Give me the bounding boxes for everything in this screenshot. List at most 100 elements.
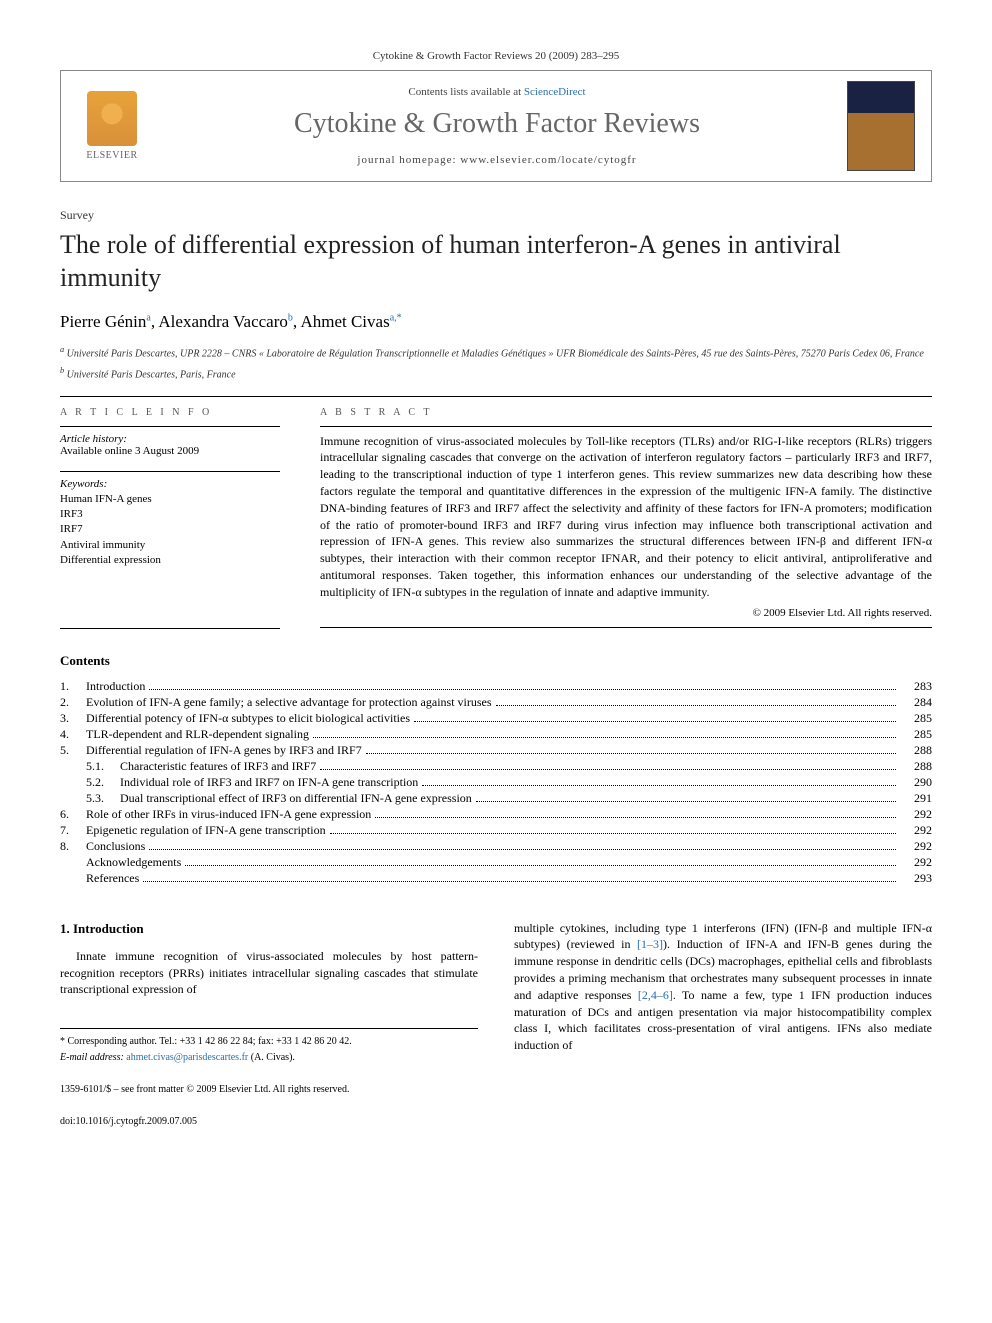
toc-number: 2. bbox=[60, 695, 86, 710]
toc-row[interactable]: 3.Differential potency of IFN-α subtypes… bbox=[60, 711, 932, 726]
keyword-5: Differential expression bbox=[60, 553, 280, 568]
toc-number: 5.3. bbox=[86, 791, 120, 806]
toc-title: Epigenetic regulation of IFN-A gene tran… bbox=[86, 823, 326, 838]
keyword-1: Human IFN-A genes bbox=[60, 492, 280, 507]
toc-page: 285 bbox=[900, 711, 932, 726]
toc-title: Differential potency of IFN-α subtypes t… bbox=[86, 711, 410, 726]
affiliation-b: b Université Paris Descartes, Paris, Fra… bbox=[60, 365, 932, 382]
ref-link-2[interactable]: [2,4–6] bbox=[638, 988, 673, 1002]
toc-page: 288 bbox=[900, 759, 932, 774]
toc-leader-dots bbox=[414, 721, 896, 722]
toc-title: Individual role of IRF3 and IRF7 on IFN-… bbox=[120, 775, 418, 790]
toc-title: Conclusions bbox=[86, 839, 145, 854]
toc-number: 6. bbox=[60, 807, 86, 822]
toc-leader-dots bbox=[143, 881, 896, 882]
toc-page: 292 bbox=[900, 855, 932, 870]
sciencedirect-link[interactable]: ScienceDirect bbox=[524, 86, 586, 98]
toc-number: 3. bbox=[60, 711, 86, 726]
toc-row[interactable]: 2.Evolution of IFN-A gene family; a sele… bbox=[60, 695, 932, 710]
toc-leader-dots bbox=[313, 737, 896, 738]
toc-leader-dots bbox=[366, 753, 896, 754]
journal-title: Cytokine & Growth Factor Reviews bbox=[163, 108, 831, 140]
intro-para-right: multiple cytokines, including type 1 int… bbox=[514, 920, 932, 1054]
toc-page: 288 bbox=[900, 743, 932, 758]
article-info-label: A R T I C L E I N F O bbox=[60, 407, 280, 418]
keywords-label: Keywords: bbox=[60, 478, 280, 490]
toc-row[interactable]: 5.2.Individual role of IRF3 and IRF7 on … bbox=[60, 775, 932, 790]
toc-title: Role of other IRFs in virus-induced IFN-… bbox=[86, 807, 371, 822]
publisher-logo: ELSEVIER bbox=[77, 86, 147, 166]
toc-row[interactable]: Acknowledgements 292 bbox=[60, 855, 932, 870]
toc-row[interactable]: 4.TLR-dependent and RLR-dependent signal… bbox=[60, 727, 932, 742]
author-1: Pierre Génina bbox=[60, 312, 151, 331]
toc-number: 5.1. bbox=[86, 759, 120, 774]
table-of-contents: 1.Introduction2832.Evolution of IFN-A ge… bbox=[60, 679, 932, 886]
toc-leader-dots bbox=[375, 817, 896, 818]
toc-leader-dots bbox=[149, 689, 896, 690]
toc-page: 292 bbox=[900, 823, 932, 838]
toc-row[interactable]: 6.Role of other IRFs in virus-induced IF… bbox=[60, 807, 932, 822]
toc-row[interactable]: 5.Differential regulation of IFN-A genes… bbox=[60, 743, 932, 758]
toc-leader-dots bbox=[149, 849, 896, 850]
toc-row[interactable]: 1.Introduction 283 bbox=[60, 679, 932, 694]
ref-link-1[interactable]: [1–3] bbox=[637, 937, 663, 951]
toc-row[interactable]: References293 bbox=[60, 871, 932, 886]
body-column-left: 1. Introduction Innate immune recognitio… bbox=[60, 920, 478, 1130]
publisher-name: ELSEVIER bbox=[86, 150, 137, 161]
contents-available: Contents lists available at ScienceDirec… bbox=[163, 86, 831, 98]
journal-homepage[interactable]: journal homepage: www.elsevier.com/locat… bbox=[163, 154, 831, 166]
history-value: Available online 3 August 2009 bbox=[60, 445, 280, 457]
toc-leader-dots bbox=[496, 705, 896, 706]
toc-title: Dual transcriptional effect of IRF3 on d… bbox=[120, 791, 472, 806]
elsevier-tree-icon bbox=[87, 91, 137, 146]
corresponding-author: * Corresponding author. Tel.: +33 1 42 8… bbox=[60, 1035, 478, 1049]
header-citation: Cytokine & Growth Factor Reviews 20 (200… bbox=[60, 50, 932, 62]
toc-leader-dots bbox=[320, 769, 896, 770]
history-label: Article history: bbox=[60, 433, 280, 445]
issn-line: 1359-6101/$ – see front matter © 2009 El… bbox=[60, 1083, 478, 1097]
email-label: E-mail address: bbox=[60, 1052, 126, 1063]
article-title: The role of differential expression of h… bbox=[60, 229, 932, 294]
intro-heading: 1. Introduction bbox=[60, 920, 478, 938]
toc-page: 291 bbox=[900, 791, 932, 806]
toc-number: 5. bbox=[60, 743, 86, 758]
keyword-2: IRF3 bbox=[60, 507, 280, 522]
toc-number: 5.2. bbox=[86, 775, 120, 790]
toc-title: Differential regulation of IFN-A genes b… bbox=[86, 743, 362, 758]
author-3: Ahmet Civasa,* bbox=[300, 312, 401, 331]
toc-number: 1. bbox=[60, 679, 86, 694]
toc-title: Acknowledgements bbox=[86, 855, 181, 870]
toc-title: Introduction bbox=[86, 679, 145, 694]
email-who: (A. Civas). bbox=[248, 1052, 295, 1063]
toc-title: TLR-dependent and RLR-dependent signalin… bbox=[86, 727, 309, 742]
toc-page: 293 bbox=[900, 871, 932, 886]
abstract-copyright: © 2009 Elsevier Ltd. All rights reserved… bbox=[320, 607, 932, 619]
toc-number: 4. bbox=[60, 727, 86, 742]
toc-page: 290 bbox=[900, 775, 932, 790]
abstract-text: Immune recognition of virus-associated m… bbox=[320, 433, 932, 601]
toc-leader-dots bbox=[185, 865, 896, 866]
toc-row[interactable]: 5.1.Characteristic features of IRF3 and … bbox=[60, 759, 932, 774]
author-2: Alexandra Vaccarob bbox=[158, 312, 292, 331]
toc-leader-dots bbox=[330, 833, 896, 834]
toc-page: 292 bbox=[900, 807, 932, 822]
body-column-right: multiple cytokines, including type 1 int… bbox=[514, 920, 932, 1130]
email-link[interactable]: ahmet.civas@parisdescartes.fr bbox=[126, 1052, 248, 1063]
journal-cover-thumbnail bbox=[847, 81, 915, 171]
toc-row[interactable]: 8.Conclusions 292 bbox=[60, 839, 932, 854]
intro-para-left: Innate immune recognition of virus-assoc… bbox=[60, 948, 478, 998]
contents-heading: Contents bbox=[60, 653, 932, 669]
toc-row[interactable]: 5.3.Dual transcriptional effect of IRF3 … bbox=[60, 791, 932, 806]
affiliation-a: a Université Paris Descartes, UPR 2228 –… bbox=[60, 344, 932, 361]
toc-title: Characteristic features of IRF3 and IRF7 bbox=[120, 759, 316, 774]
toc-page: 292 bbox=[900, 839, 932, 854]
toc-page: 283 bbox=[900, 679, 932, 694]
toc-title: Evolution of IFN-A gene family; a select… bbox=[86, 695, 492, 710]
doi-line: doi:10.1016/j.cytogfr.2009.07.005 bbox=[60, 1115, 478, 1129]
toc-row[interactable]: 7.Epigenetic regulation of IFN-A gene tr… bbox=[60, 823, 932, 838]
toc-number: 8. bbox=[60, 839, 86, 854]
toc-number: 7. bbox=[60, 823, 86, 838]
footnotes: * Corresponding author. Tel.: +33 1 42 8… bbox=[60, 1028, 478, 1065]
toc-leader-dots bbox=[476, 801, 896, 802]
abstract-block: A B S T R A C T Immune recognition of vi… bbox=[320, 407, 932, 628]
